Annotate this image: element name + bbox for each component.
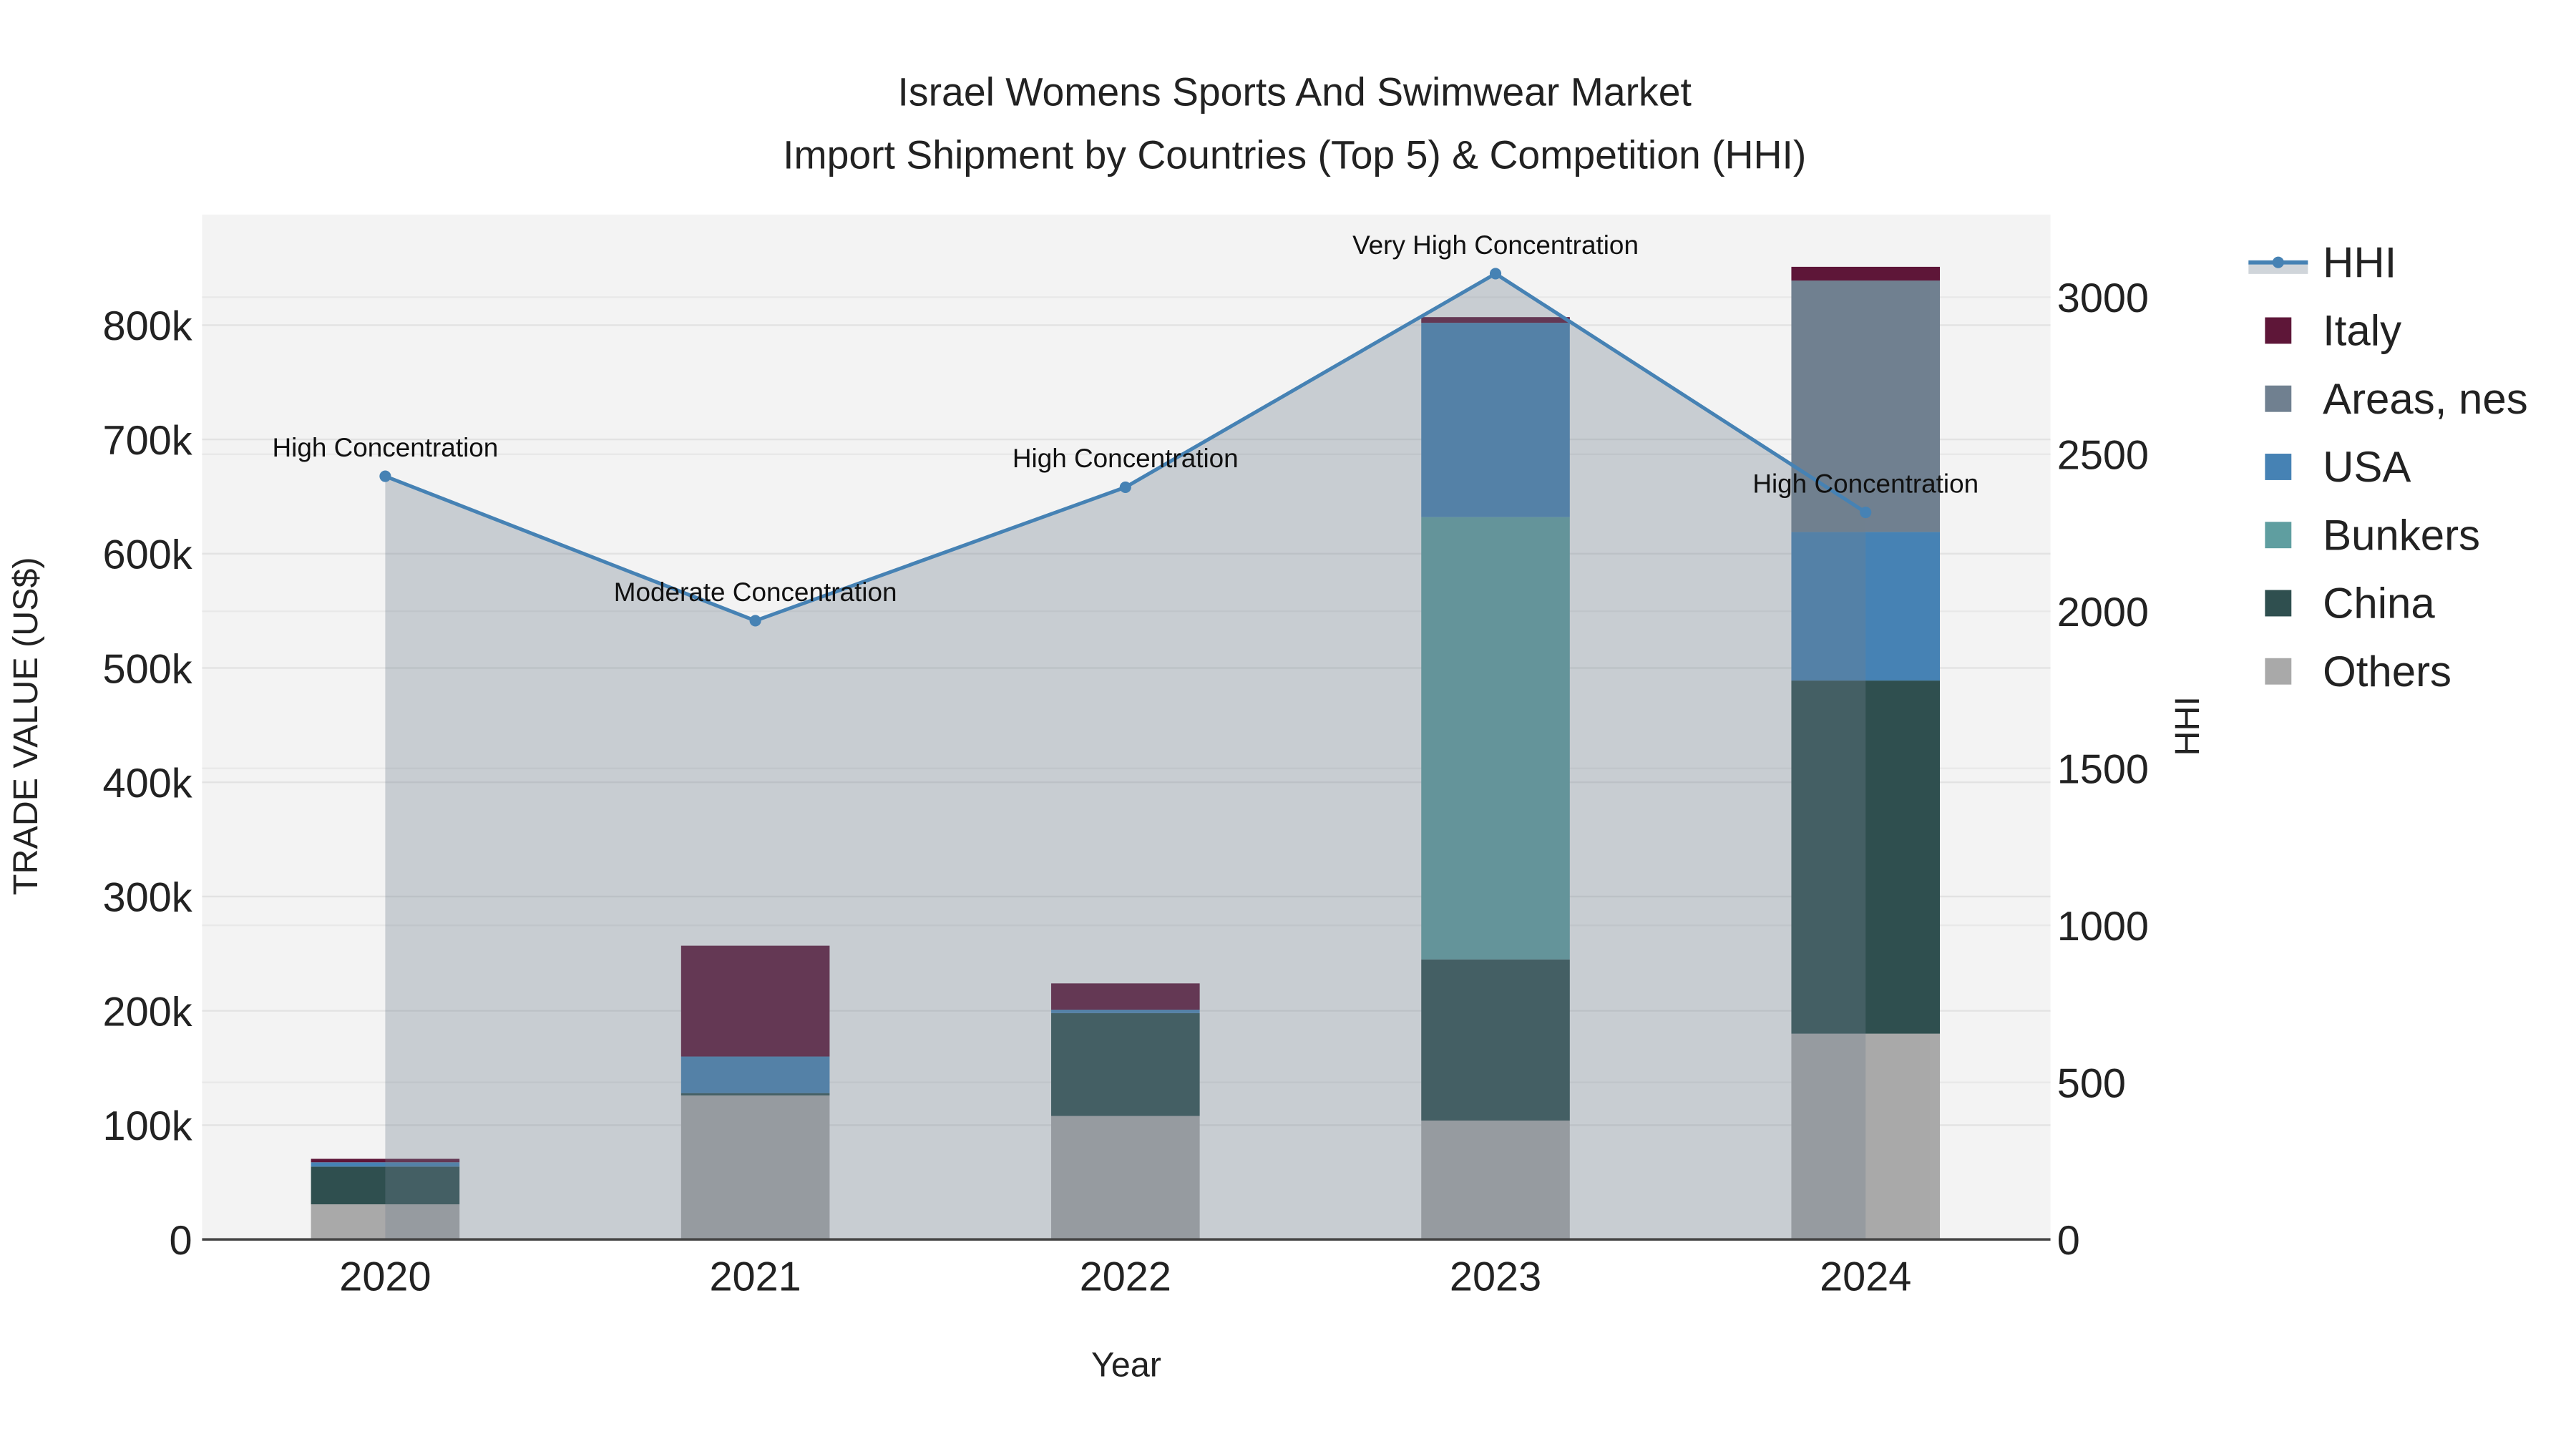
- y-tick-label: 400k: [103, 761, 192, 806]
- legend-item-usa[interactable]: USA: [2265, 443, 2411, 491]
- bar-italy-2021: [680, 945, 830, 1057]
- gridlines: [202, 296, 2051, 1126]
- bar-others-2023: [1421, 1120, 1570, 1240]
- bar-italy-2020: [311, 1158, 460, 1163]
- y-tick-label: 600k: [103, 532, 192, 578]
- bars: [311, 266, 1941, 1240]
- bar-china-2021: [680, 1093, 830, 1096]
- bar-areas-nes-2024: [1791, 280, 1941, 532]
- hhi-point: [1860, 506, 1872, 519]
- bar-usa-2021: [680, 1056, 830, 1093]
- legend-label: HHI: [2323, 238, 2396, 286]
- x-tick-label: 2023: [1450, 1254, 1541, 1300]
- legend-item-italy[interactable]: Italy: [2265, 307, 2401, 355]
- x-tick-label: 2021: [709, 1254, 801, 1300]
- legend-item-hhi[interactable]: HHI: [2248, 238, 2396, 286]
- x-tick-label: 2022: [1080, 1254, 1171, 1300]
- legend-item-areas-nes[interactable]: Areas, nes: [2265, 375, 2528, 423]
- legend-swatch: [2265, 590, 2292, 617]
- hhi-annotation: Very High Concentration: [1352, 230, 1639, 260]
- bar-others-2020: [311, 1204, 460, 1240]
- bar-italy-2022: [1051, 983, 1200, 1010]
- y2-tick-label: 500: [2057, 1060, 2126, 1106]
- x-axis-ticks: 2020 2021 2022 2023 2024: [339, 1254, 1911, 1300]
- bar-italy-2023: [1421, 317, 1570, 323]
- bar-china-2020: [311, 1166, 460, 1205]
- legend-swatch-marker: [2272, 256, 2284, 268]
- chart-title-line2: Import Shipment by Countries (Top 5) & C…: [783, 132, 1806, 177]
- legend-label: Italy: [2323, 307, 2401, 355]
- hhi-annotation: Moderate Concentration: [614, 577, 897, 607]
- legend-label: Bunkers: [2323, 511, 2480, 559]
- legend-label: China: [2323, 580, 2435, 628]
- legend-swatch: [2265, 522, 2292, 549]
- bar-china-2022: [1051, 1013, 1200, 1116]
- chart-title-line1: Israel Womens Sports And Swimwear Market: [898, 70, 1692, 114]
- legend-label: Others: [2323, 648, 2451, 696]
- y2-tick-label: 2000: [2057, 590, 2149, 635]
- y2-axis-ticks: 0 500 1000 1500 2000 2500 3000: [2057, 275, 2149, 1264]
- hhi-point: [749, 615, 761, 627]
- bar-usa-2020: [311, 1162, 460, 1167]
- y-tick-label: 100k: [103, 1103, 192, 1149]
- hhi-series: High Concentration Moderate Concentration…: [273, 230, 1979, 1240]
- hhi-annotation: High Concentration: [1752, 469, 1979, 498]
- legend-label: USA: [2323, 443, 2411, 491]
- x-tick-label: 2024: [1820, 1254, 1911, 1300]
- y2-tick-label: 0: [2057, 1218, 2080, 1264]
- bar-others-2022: [1051, 1116, 1200, 1240]
- bar-usa-2022: [1051, 1010, 1200, 1013]
- bar-usa-2024: [1791, 532, 1941, 681]
- y-tick-label: 300k: [103, 875, 192, 921]
- legend-label: Areas, nes: [2323, 375, 2528, 423]
- y2-tick-label: 2500: [2057, 433, 2149, 479]
- y2-tick-label: 1500: [2057, 746, 2149, 792]
- hhi-point: [1119, 481, 1131, 493]
- bar-bunkers-2023: [1421, 517, 1570, 960]
- legend-swatch: [2265, 454, 2292, 480]
- bar-others-2021: [680, 1095, 830, 1240]
- y-tick-label: 0: [170, 1218, 192, 1264]
- y2-tick-label: 3000: [2057, 275, 2149, 321]
- legend-swatch: [2265, 317, 2292, 344]
- legend-item-bunkers[interactable]: Bunkers: [2265, 511, 2480, 559]
- legend: HHI Italy Areas, nes USA Bunkers China Others: [2248, 238, 2528, 696]
- bar-usa-2023: [1421, 323, 1570, 517]
- y-tick-label: 500k: [103, 646, 192, 692]
- y-tick-label: 700k: [103, 418, 192, 464]
- hhi-annotation: High Concentration: [273, 433, 499, 462]
- y-axis-ticks: 0 100k 200k 300k 400k 500k 600k 700k 800k: [103, 303, 192, 1264]
- hhi-point: [1489, 268, 1502, 280]
- hhi-point: [379, 470, 391, 482]
- hhi-annotation: High Concentration: [1013, 444, 1239, 473]
- y-tick-label: 800k: [103, 303, 192, 349]
- y-tick-label: 200k: [103, 989, 192, 1035]
- legend-item-others[interactable]: Others: [2265, 648, 2451, 696]
- x-tick-label: 2020: [339, 1254, 431, 1300]
- bar-others-2024: [1791, 1033, 1941, 1240]
- y-axis-title: TRADE VALUE (US$): [6, 557, 45, 895]
- legend-swatch: [2265, 658, 2292, 685]
- legend-item-china[interactable]: China: [2265, 580, 2435, 628]
- bar-china-2023: [1421, 959, 1570, 1121]
- hhi-area: [385, 273, 1866, 1240]
- x-axis-title: Year: [1091, 1346, 1161, 1385]
- bar-italy-2024: [1791, 266, 1941, 281]
- y2-tick-label: 1000: [2057, 904, 2149, 950]
- bar-china-2024: [1791, 680, 1941, 1034]
- legend-swatch: [2265, 385, 2292, 412]
- y2-axis-title: HHI: [2168, 696, 2207, 756]
